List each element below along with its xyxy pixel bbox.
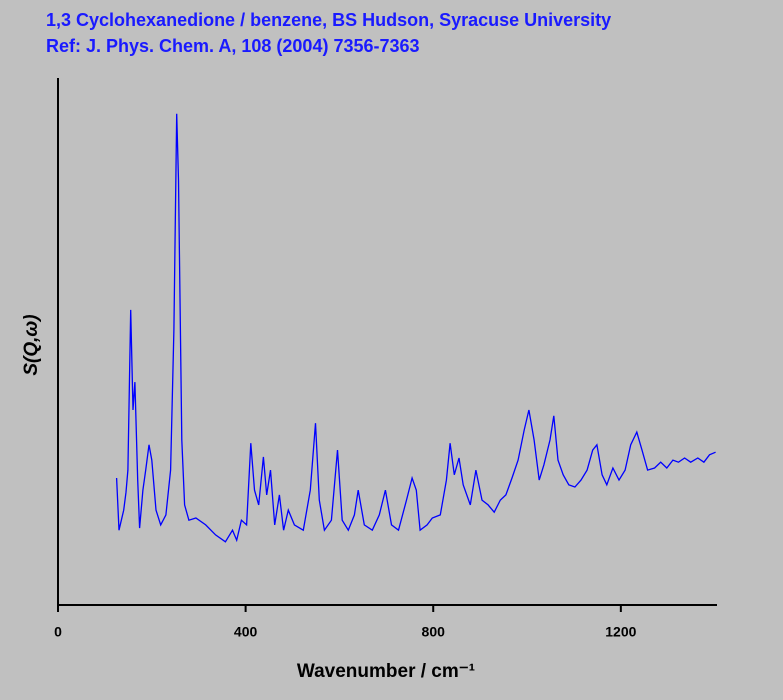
x-axis-title: Wavenumber / cm⁻¹ [297,661,475,682]
data-line [115,113,716,543]
x-tick-label: 400 [234,624,258,640]
x-tick-label: 1200 [605,624,636,640]
y-axis-title: S(Q,ω) [21,314,42,375]
chart-subtitle: Ref: J. Phys. Chem. A, 108 (2004) 7356-7… [46,36,420,56]
x-tick-label: 0 [54,624,62,640]
x-tick-label: 800 [422,624,446,640]
chart-title: 1,3 Cyclohexanedione / benzene, BS Hudso… [46,10,611,30]
